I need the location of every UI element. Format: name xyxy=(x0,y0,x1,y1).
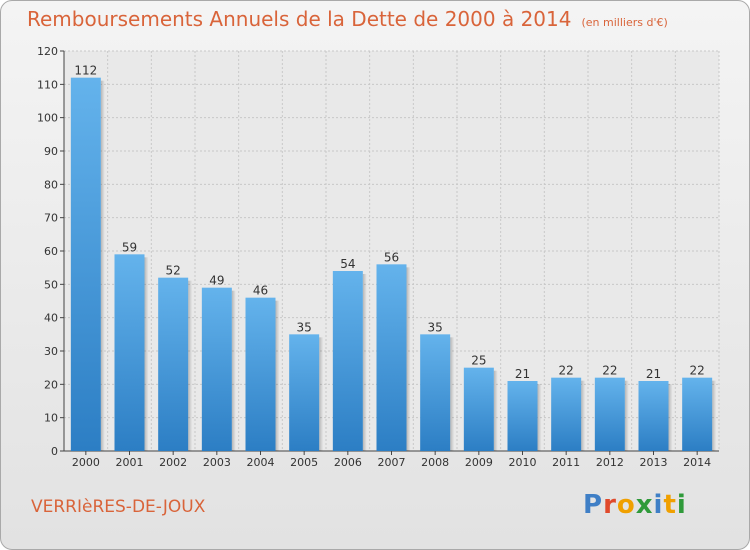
bar-value-label: 52 xyxy=(166,264,181,278)
x-tick-label: 2006 xyxy=(334,456,362,469)
bar-value-label: 25 xyxy=(471,354,486,368)
x-tick-label: 2007 xyxy=(378,456,406,469)
y-tick-label: 20 xyxy=(44,378,58,391)
bar-2011 xyxy=(551,377,582,451)
chart-title-text: Remboursements Annuels de la Dette de 20… xyxy=(27,7,572,31)
y-tick-label: 50 xyxy=(44,278,58,291)
y-tick-label: 30 xyxy=(44,345,58,358)
bar-shadow xyxy=(712,380,717,451)
bar-2009 xyxy=(463,367,494,451)
bar-2003 xyxy=(201,287,232,451)
bar-shadow xyxy=(450,337,455,451)
bar-2004 xyxy=(245,297,276,451)
x-tick-label: 2008 xyxy=(421,456,449,469)
bar-shadow xyxy=(537,384,542,451)
bar-2002 xyxy=(158,277,189,451)
bar-value-label: 22 xyxy=(559,364,574,378)
bar-value-label: 21 xyxy=(515,367,530,381)
y-tick-label: 100 xyxy=(37,112,58,125)
bar-2007 xyxy=(376,264,407,451)
bar-2005 xyxy=(289,334,320,451)
bar-shadow xyxy=(493,370,498,451)
proxiti-logo: Proxiti xyxy=(583,490,687,520)
x-tick-label: 2003 xyxy=(203,456,231,469)
bar-value-label: 54 xyxy=(340,257,355,271)
y-tick-label: 10 xyxy=(44,412,58,425)
chart-unit-label: (en milliers d'€) xyxy=(581,16,668,29)
bar-shadow xyxy=(275,300,280,451)
bar-shadow xyxy=(144,257,149,451)
bar-value-label: 21 xyxy=(646,367,661,381)
bar-shadow xyxy=(624,380,629,451)
chart-title: Remboursements Annuels de la Dette de 20… xyxy=(27,7,668,31)
y-tick-label: 110 xyxy=(37,78,58,91)
bar-value-label: 56 xyxy=(384,250,399,264)
bar-value-label: 112 xyxy=(74,64,97,78)
bar-shadow xyxy=(231,290,236,451)
bar-2013 xyxy=(638,381,669,451)
bar-2008 xyxy=(420,334,451,451)
bar-2010 xyxy=(507,381,538,451)
y-tick-label: 80 xyxy=(44,178,58,191)
bar-shadow xyxy=(319,337,324,451)
bar-shadow xyxy=(406,267,411,451)
bar-2000 xyxy=(70,77,101,452)
x-tick-label: 2013 xyxy=(640,456,668,469)
x-tick-label: 2014 xyxy=(683,456,711,469)
y-tick-label: 60 xyxy=(44,245,58,258)
bar-value-label: 49 xyxy=(209,274,224,288)
y-tick-label: 120 xyxy=(37,45,58,58)
bar-value-label: 22 xyxy=(690,364,705,378)
x-tick-label: 2001 xyxy=(116,456,144,469)
bar-value-label: 35 xyxy=(297,320,312,334)
y-tick-label: 70 xyxy=(44,212,58,225)
commune-name: VERRIèRES-DE-JOUX xyxy=(31,497,206,517)
bar-value-label: 35 xyxy=(428,320,443,334)
bar-shadow xyxy=(668,384,673,451)
x-tick-label: 2000 xyxy=(72,456,100,469)
bar-2001 xyxy=(114,254,145,451)
x-tick-label: 2002 xyxy=(159,456,187,469)
y-tick-label: 0 xyxy=(51,445,58,458)
bar-2012 xyxy=(594,377,625,451)
x-tick-label: 2005 xyxy=(290,456,318,469)
y-tick-label: 90 xyxy=(44,145,58,158)
bar-value-label: 46 xyxy=(253,284,268,298)
bar-2014 xyxy=(682,377,713,451)
bar-shadow xyxy=(362,274,367,451)
bar-2006 xyxy=(332,271,363,451)
x-tick-label: 2011 xyxy=(552,456,580,469)
bar-shadow xyxy=(100,80,105,452)
bar-value-label: 22 xyxy=(602,364,617,378)
x-tick-label: 2012 xyxy=(596,456,624,469)
bar-value-label: 59 xyxy=(122,240,137,254)
bar-shadow xyxy=(581,380,586,451)
bar-shadow xyxy=(188,280,193,451)
y-tick-label: 40 xyxy=(44,312,58,325)
x-tick-label: 2010 xyxy=(509,456,537,469)
x-tick-label: 2004 xyxy=(247,456,275,469)
x-tick-label: 2009 xyxy=(465,456,493,469)
